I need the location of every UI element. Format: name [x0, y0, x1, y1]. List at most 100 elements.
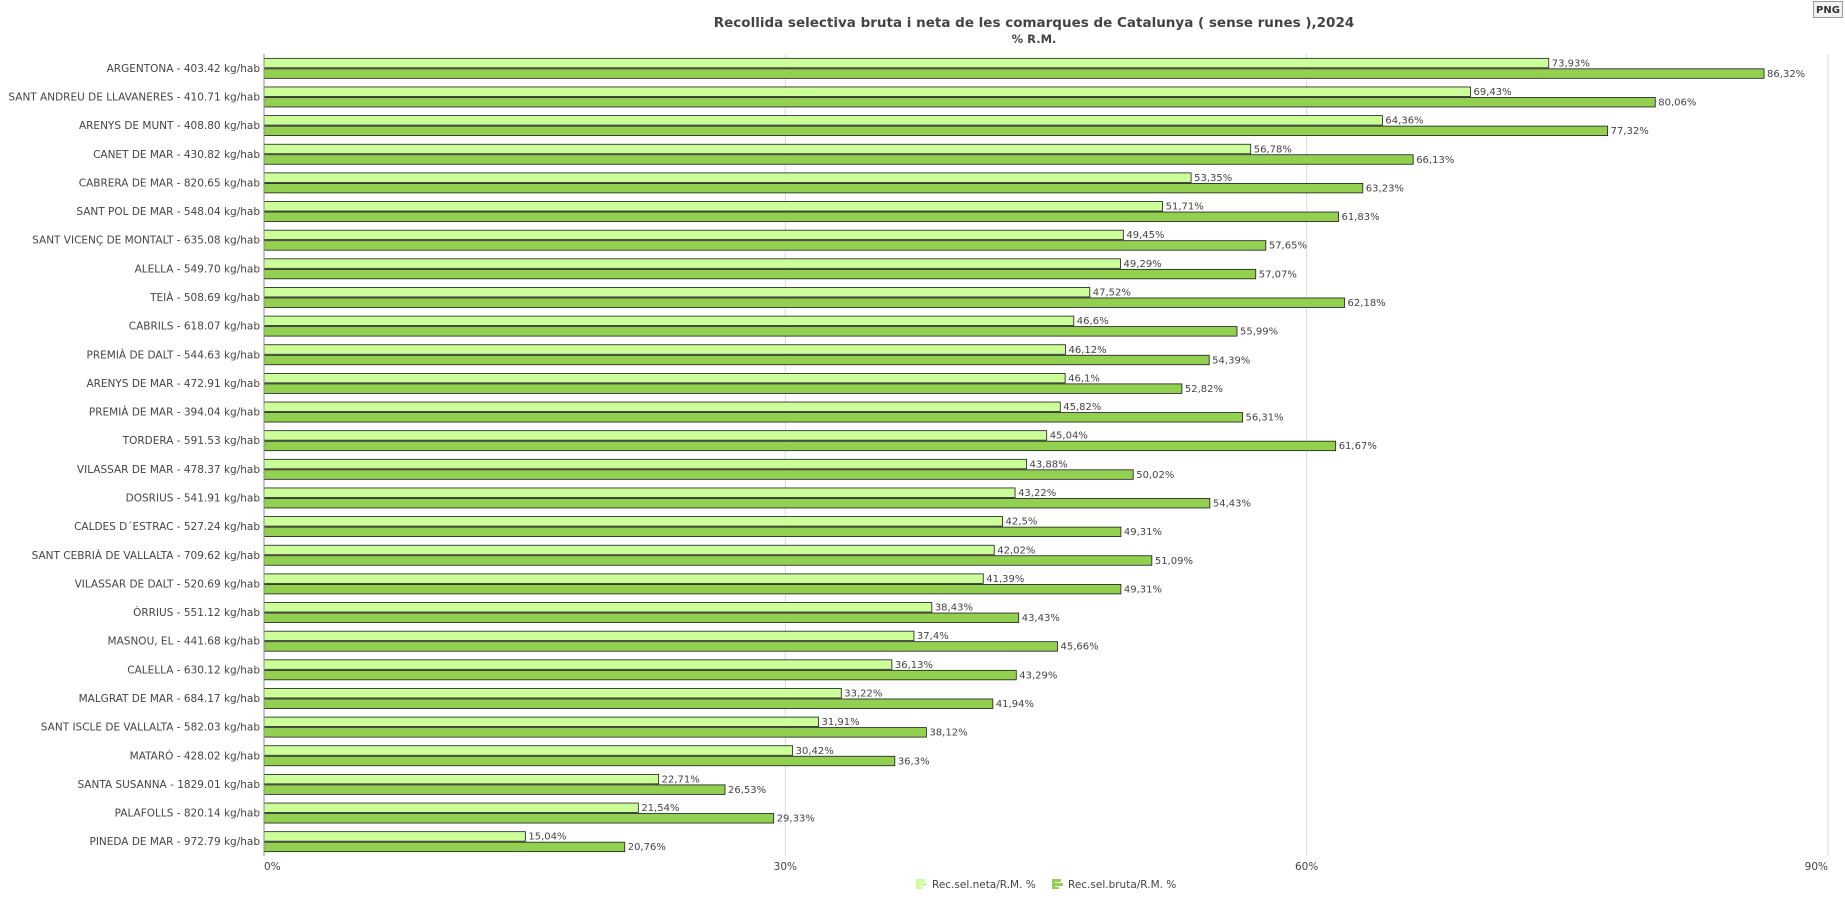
category-label: SANT CEBRIÀ DE VALLALTA - 709.62 kg/hab	[32, 549, 261, 562]
bar-value-label: 53,35%	[1194, 173, 1232, 184]
bar-series-1[interactable]	[263, 315, 1075, 327]
bar-series-2[interactable]	[263, 211, 1339, 222]
bar-series-2[interactable]	[263, 383, 1183, 394]
bar-value-label: 26,53%	[728, 785, 766, 796]
bar-value-label: 36,3%	[898, 756, 930, 767]
bar-value-label: 77,32%	[1611, 126, 1649, 137]
category-label: CABRILS - 618.07 kg/hab	[129, 321, 261, 333]
bar-value-label: 31,91%	[822, 717, 860, 728]
bar-value-label: 49,31%	[1124, 527, 1162, 538]
bar-series-1[interactable]	[263, 229, 1124, 241]
bar-series-2[interactable]	[263, 784, 726, 795]
bar-series-1[interactable]	[263, 745, 794, 756]
legend-item-1[interactable]: Rec.sel.neta/R.M. %	[916, 879, 1036, 891]
bar-series-1[interactable]	[263, 258, 1121, 269]
bar-series-2[interactable]	[263, 698, 994, 709]
bar-series-2[interactable]	[263, 469, 1134, 480]
bar-series-1[interactable]	[263, 287, 1091, 298]
legend-swatch	[916, 879, 919, 889]
bar-series-1[interactable]	[263, 516, 1003, 527]
bar-series-2[interactable]	[263, 240, 1267, 251]
legend-label: Rec.sel.bruta/R.M. %	[1068, 879, 1176, 891]
bar-series-1[interactable]	[263, 430, 1048, 441]
bar-series-1[interactable]	[263, 802, 639, 813]
bar-series-2[interactable]	[263, 268, 1257, 280]
category-label: TORDERA - 591.53 kg/hab	[122, 435, 261, 447]
bar-series-1[interactable]	[263, 458, 1027, 470]
bar-value-label: 61,83%	[1341, 212, 1379, 223]
png-export-button[interactable]: PNG	[1813, 1, 1843, 18]
bar-series-1[interactable]	[263, 544, 995, 556]
bar-series-2[interactable]	[263, 498, 1211, 509]
bar-series-2[interactable]	[263, 526, 1122, 538]
legend-swatch-bar	[1055, 883, 1063, 886]
bar-series-2[interactable]	[263, 297, 1345, 308]
bar-series-1[interactable]	[263, 344, 1066, 355]
bar-series-2[interactable]	[263, 755, 896, 767]
bar-series-2[interactable]	[263, 841, 626, 853]
bar-series-2[interactable]	[263, 68, 1765, 79]
bar-value-label: 29,33%	[777, 814, 815, 825]
bar-value-label: 43,43%	[1022, 613, 1060, 624]
bar-series-1[interactable]	[263, 659, 893, 670]
bar-series-2[interactable]	[263, 354, 1210, 366]
x-tick-label: 90%	[1805, 861, 1828, 873]
legend-item-2[interactable]: Rec.sel.bruta/R.M. %	[1052, 879, 1176, 891]
category-label: SANTA SUSANNA - 1829.01 kg/hab	[77, 779, 260, 791]
bar-series-1[interactable]	[263, 201, 1164, 212]
bar-series-2[interactable]	[263, 555, 1153, 566]
category-label: PREMIÀ DE MAR - 394.04 kg/hab	[89, 406, 260, 419]
bar-series-2[interactable]	[263, 182, 1364, 194]
bar-series-1[interactable]	[263, 115, 1383, 126]
bar-series-1[interactable]	[263, 172, 1192, 183]
bar-value-label: 86,32%	[1767, 69, 1805, 80]
category-label: TEIÀ - 508.69 kg/hab	[149, 291, 260, 304]
bar-series-2[interactable]	[263, 154, 1414, 165]
category-label: ARENYS DE MUNT - 408.80 kg/hab	[79, 120, 260, 132]
bar-series-2[interactable]	[263, 326, 1238, 337]
bar-value-label: 15,04%	[528, 832, 566, 843]
category-label: DOSRIUS - 541.91 kg/hab	[126, 492, 261, 504]
bar-series-1[interactable]	[263, 143, 1252, 155]
chart-subtitle: % R.M.	[1012, 32, 1057, 46]
bar-series-1[interactable]	[263, 630, 915, 642]
bar-series-2[interactable]	[263, 641, 1058, 652]
bar-series-2[interactable]	[263, 612, 1020, 623]
bar-series-2[interactable]	[263, 97, 1656, 108]
bar-value-label: 33,22%	[844, 688, 882, 699]
bar-series-1[interactable]	[263, 401, 1061, 412]
bar-value-label: 56,31%	[1246, 413, 1284, 424]
bar-value-label: 37,4%	[917, 631, 949, 642]
bar-series-2[interactable]	[263, 125, 1609, 137]
bar-series-2[interactable]	[263, 813, 775, 824]
bar-value-label: 38,43%	[935, 603, 973, 614]
bar-series-1[interactable]	[263, 57, 1550, 69]
bar-value-label: 46,6%	[1077, 316, 1109, 327]
category-label: PREMIÀ DE DALT - 544.63 kg/hab	[87, 348, 261, 361]
bar-series-2[interactable]	[263, 440, 1337, 452]
bar-series-1[interactable]	[263, 372, 1066, 384]
category-label: PINEDA DE MAR - 972.79 kg/hab	[89, 836, 260, 848]
bar-value-label: 38,12%	[929, 728, 967, 739]
bar-series-1[interactable]	[263, 602, 933, 613]
bar-series-1[interactable]	[263, 688, 842, 699]
bar-value-label: 42,5%	[1006, 517, 1038, 528]
bar-series-1[interactable]	[263, 716, 819, 728]
bar-series-1[interactable]	[263, 573, 984, 584]
bar-value-label: 49,29%	[1124, 259, 1162, 270]
bar-series-1[interactable]	[263, 86, 1471, 97]
category-label: VILASSAR DE DALT - 520.69 kg/hab	[75, 578, 261, 590]
chart-title: Recollida selectiva bruta i neta de les …	[714, 15, 1355, 31]
bar-series-2[interactable]	[263, 727, 927, 738]
bar-series-2[interactable]	[263, 669, 1017, 681]
bar-series-2[interactable]	[263, 583, 1122, 595]
bar-value-label: 21,54%	[641, 803, 679, 814]
bar-series-1[interactable]	[263, 773, 660, 785]
bar-series-2[interactable]	[263, 412, 1243, 423]
bar-series-1[interactable]	[263, 831, 526, 842]
bar-value-label: 51,09%	[1155, 556, 1193, 567]
bar-series-1[interactable]	[263, 487, 1016, 498]
x-tick-label: 0%	[264, 861, 281, 873]
category-label: CANET DE MAR - 430.82 kg/hab	[93, 149, 260, 161]
